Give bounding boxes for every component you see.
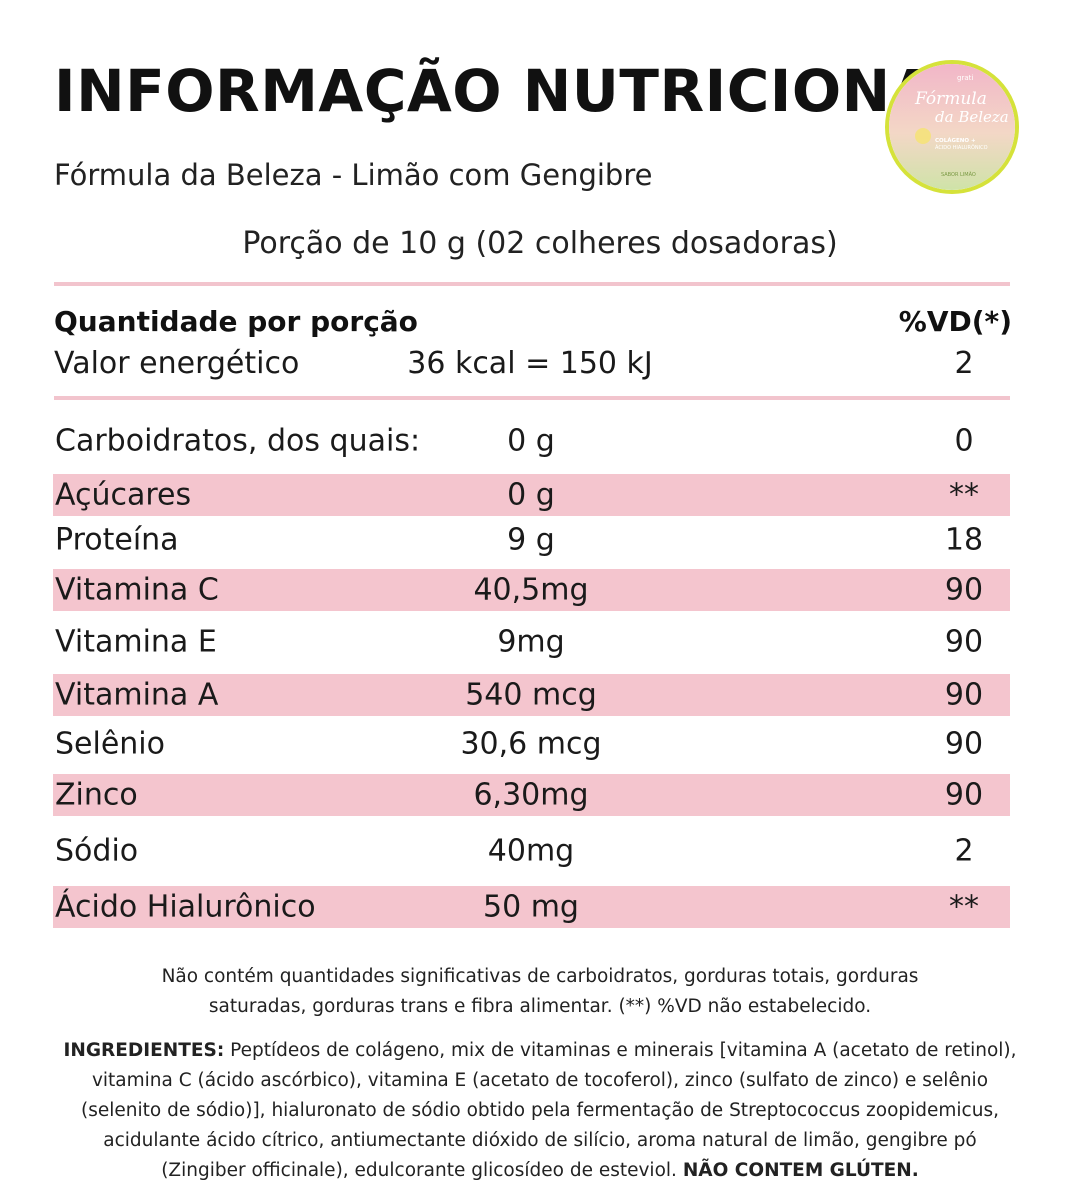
portion-size: Porção de 10 g (02 colheres dosadoras) — [242, 226, 838, 261]
logo-name-line2: da Beleza — [935, 108, 1009, 126]
ingredients: INGREDIENTES: Peptídeos de colágeno, mix… — [60, 1036, 1020, 1186]
gluten-notice: NÃO CONTEM GLÚTEN. — [682, 1160, 919, 1181]
nutrient-label: Sódio — [55, 833, 139, 869]
vd-header: %VD(*) — [898, 305, 1012, 338]
table-row: Vitamina A 540 mcg 90 — [53, 674, 1010, 716]
logo-claim-2: ÁCIDO HIALURÔNICO — [935, 144, 988, 151]
nutrient-amount: 540 mcg — [465, 677, 597, 713]
energy-vd: 2 — [954, 346, 974, 381]
logo-name-line1: Fórmula — [914, 89, 987, 109]
table-row: Selênio 30,6 mcg 90 — [53, 723, 1010, 765]
nutrient-amount: 40,5mg — [473, 572, 589, 608]
nutrient-vd: 90 — [944, 624, 984, 660]
nutrient-amount: 6,30mg — [473, 777, 589, 813]
table-row: Sódio 40mg 2 — [53, 830, 1010, 872]
table-row: Carboidratos, dos quais: 0 g 0 — [53, 420, 1010, 462]
nutrient-amount: 50 mg — [483, 889, 579, 925]
nutrient-vd: 2 — [954, 833, 974, 869]
nutrient-amount: 30,6 mcg — [460, 726, 602, 762]
product-logo: grati Fórmula da Beleza COLÁGENO + ÁCIDO… — [885, 60, 1019, 194]
nutrient-vd: 0 — [954, 423, 974, 459]
nutrient-label: Vitamina A — [55, 677, 219, 713]
nutrient-label: Açúcares — [55, 477, 192, 513]
nutrient-label: Ácido Hialurônico — [55, 889, 316, 925]
ingredients-label: INGREDIENTES: — [63, 1040, 225, 1061]
nutrient-vd: 90 — [944, 777, 984, 813]
divider-top — [54, 282, 1010, 286]
nutrient-amount: 40mg — [487, 833, 575, 869]
table-row: Vitamina E 9mg 90 — [53, 621, 1010, 663]
energy-value: 36 kcal = 150 kJ — [407, 346, 653, 381]
nutrient-amount: 0 g — [507, 423, 555, 459]
nutrient-amount: 9 g — [507, 522, 555, 558]
logo-flavor: SABOR LIMÃO — [941, 171, 976, 178]
table-row: Zinco 6,30mg 90 — [53, 774, 1010, 816]
divider-middle — [54, 396, 1010, 400]
nutrient-vd: ** — [949, 477, 979, 513]
table-row: Proteína 9 g 18 — [53, 519, 1010, 561]
nutrient-amount: 0 g — [507, 477, 555, 513]
ingredients-text: Peptídeos de colágeno, mix de vitaminas … — [81, 1040, 1017, 1181]
nutrient-label: Proteína — [55, 522, 179, 558]
nutrient-label: Vitamina E — [55, 624, 217, 660]
logo-claim-1: COLÁGENO + — [935, 137, 976, 144]
logo-brand: grati — [957, 74, 973, 82]
energy-label: Valor energético — [54, 346, 300, 381]
nutrient-vd: ** — [949, 889, 979, 925]
nutrient-label: Vitamina C — [55, 572, 219, 608]
nutrient-label: Zinco — [55, 777, 138, 813]
nutrient-vd: 90 — [944, 572, 984, 608]
table-row: Açúcares 0 g ** — [53, 474, 1010, 516]
table-row: Ácido Hialurônico 50 mg ** — [53, 886, 1010, 928]
nutrient-label: Selênio — [55, 726, 165, 762]
nutrient-vd: 90 — [944, 726, 984, 762]
footnote: Não contém quantidades significativas de… — [0, 962, 1080, 1022]
footnote-line-2: saturadas, gorduras trans e fibra alimen… — [208, 996, 872, 1017]
nutrient-label: Carboidratos, dos quais: — [55, 423, 421, 459]
nutrient-vd: 18 — [944, 522, 984, 558]
nutrient-amount: 9mg — [497, 624, 565, 660]
footnote-line-1: Não contém quantidades significativas de… — [161, 966, 919, 987]
product-subtitle: Fórmula da Beleza - Limão com Gengibre — [54, 158, 653, 192]
page-title: INFORMAÇÃO NUTRICIONAL — [54, 57, 974, 125]
nutrient-vd: 90 — [944, 677, 984, 713]
quantity-header: Quantidade por porção — [54, 305, 418, 338]
table-row: Vitamina C 40,5mg 90 — [53, 569, 1010, 611]
